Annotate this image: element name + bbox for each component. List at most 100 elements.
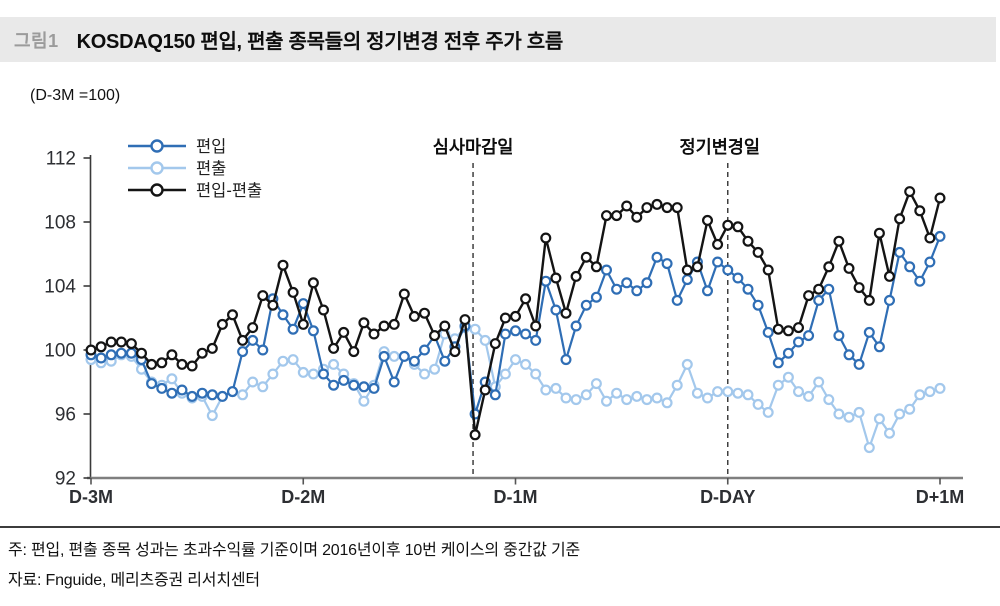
- series-spread-point: [419, 307, 431, 319]
- series-spread-point: [257, 290, 269, 302]
- series-exclusion-point: [863, 442, 875, 454]
- series-inclusion-point: [671, 294, 683, 306]
- series-exclusion-point: [600, 395, 612, 407]
- series-inclusion-point: [863, 326, 875, 338]
- series-inclusion-point: [530, 334, 542, 346]
- series-spread-point: [186, 360, 198, 372]
- series-exclusion-point: [429, 363, 441, 375]
- series-exclusion-point: [722, 386, 734, 398]
- series-inclusion-point: [712, 256, 724, 268]
- series-inclusion-point: [398, 350, 410, 362]
- series-inclusion-point: [247, 334, 259, 346]
- series-inclusion-point: [853, 358, 865, 370]
- series-spread-point: [247, 322, 259, 334]
- series-exclusion-point: [661, 397, 673, 409]
- series-spread-point: [560, 307, 572, 319]
- series-spread-point: [540, 232, 552, 244]
- series-inclusion-point: [722, 264, 734, 276]
- series-inclusion-point: [338, 374, 350, 386]
- series-spread-point: [429, 330, 441, 342]
- series-inclusion-point: [681, 274, 693, 286]
- series-inclusion-point: [833, 330, 845, 342]
- series-exclusion-point: [853, 406, 865, 418]
- series-inclusion-point: [216, 390, 228, 402]
- series-spread-point: [176, 358, 188, 370]
- legend-marker-inclusion: [150, 139, 164, 153]
- series-spread-point: [691, 261, 703, 273]
- x-tick-label: D+1M: [916, 487, 965, 507]
- legend-label-exclusion: 편출: [196, 159, 226, 178]
- series-inclusion-point: [904, 261, 916, 273]
- series-exclusion-point: [247, 376, 259, 388]
- footnote: 주: 편입, 편출 종목 성과는 초과수익률 기준이며 2016년이후 10번 …: [8, 542, 581, 559]
- series-spread-point: [216, 318, 228, 330]
- series-inclusion-point: [105, 349, 117, 361]
- series-inclusion-point: [166, 387, 178, 399]
- series-exclusion-point: [712, 386, 724, 398]
- x-tick-label: D-1M: [494, 487, 538, 507]
- series-exclusion-point: [419, 368, 431, 380]
- series-inclusion-point: [499, 328, 511, 340]
- series-exclusion-point: [580, 389, 592, 401]
- series-spread-point: [742, 235, 754, 247]
- series-inclusion-point: [762, 326, 774, 338]
- series-inclusion-point: [176, 384, 188, 396]
- series-exclusion-point: [914, 389, 926, 401]
- series-spread-point: [520, 293, 532, 305]
- series-exclusion-point: [550, 382, 562, 394]
- series-spread-point: [550, 272, 562, 284]
- series-exclusion-point: [237, 389, 249, 401]
- series-spread-point: [934, 192, 946, 204]
- series-spread-point: [580, 251, 592, 263]
- series-inclusion-point: [570, 320, 582, 332]
- series-exclusion-point: [611, 387, 623, 399]
- series-inclusion-point: [914, 275, 926, 287]
- series-inclusion-point: [408, 355, 420, 367]
- series-spread-point: [227, 309, 239, 321]
- series-inclusion-point: [237, 346, 249, 358]
- series-inclusion-point: [540, 275, 552, 287]
- series-exclusion-point: [560, 392, 572, 404]
- series-inclusion-point: [358, 381, 370, 393]
- series-spread-point: [873, 227, 885, 239]
- series-exclusion-point: [873, 413, 885, 425]
- series-inclusion-point: [368, 382, 380, 394]
- series-spread-point: [449, 346, 461, 358]
- source-note: 자료: Fnguide, 메리츠증권 리서치센터: [8, 572, 260, 589]
- series-spread-point: [368, 328, 380, 340]
- series-spread-point: [661, 202, 673, 214]
- series-exclusion-point: [904, 403, 916, 415]
- legend-label-inclusion: 편입: [196, 137, 226, 156]
- legend-marker-exclusion: [150, 161, 164, 175]
- index-base-label: (D-3M =100): [30, 87, 121, 104]
- series-spread-point: [843, 262, 855, 274]
- series-spread-point: [146, 358, 158, 370]
- series-exclusion-point: [307, 368, 319, 380]
- series-inclusion-point: [348, 379, 360, 391]
- series-exclusion-point: [510, 354, 522, 366]
- series-inclusion-point: [307, 325, 319, 337]
- y-tick-label: 112: [46, 149, 76, 170]
- series-exclusion-point: [934, 382, 946, 394]
- series-exclusion-point: [540, 384, 552, 396]
- series-spread-point: [924, 232, 936, 244]
- series-exclusion-point: [742, 389, 754, 401]
- legend-marker-spread: [150, 183, 164, 197]
- series-spread-point: [136, 347, 148, 359]
- series-inclusion-point: [883, 294, 895, 306]
- series-exclusion-point: [813, 376, 825, 388]
- footer-divider: [0, 526, 1000, 528]
- series-inclusion-point: [803, 330, 815, 342]
- series-spread-point: [439, 320, 451, 332]
- series-spread-point: [701, 214, 713, 226]
- series-exclusion-point: [782, 371, 794, 383]
- series-exclusion-point: [671, 379, 683, 391]
- series-inclusion-point: [631, 285, 643, 297]
- series-exclusion-point: [358, 395, 370, 407]
- series-spread-point: [772, 323, 784, 335]
- series-spread-point: [803, 290, 815, 302]
- x-tick-label: D-3M: [69, 487, 113, 507]
- series-exclusion-point: [590, 378, 602, 390]
- series-exclusion-point: [328, 358, 340, 370]
- series-spread-point: [590, 261, 602, 273]
